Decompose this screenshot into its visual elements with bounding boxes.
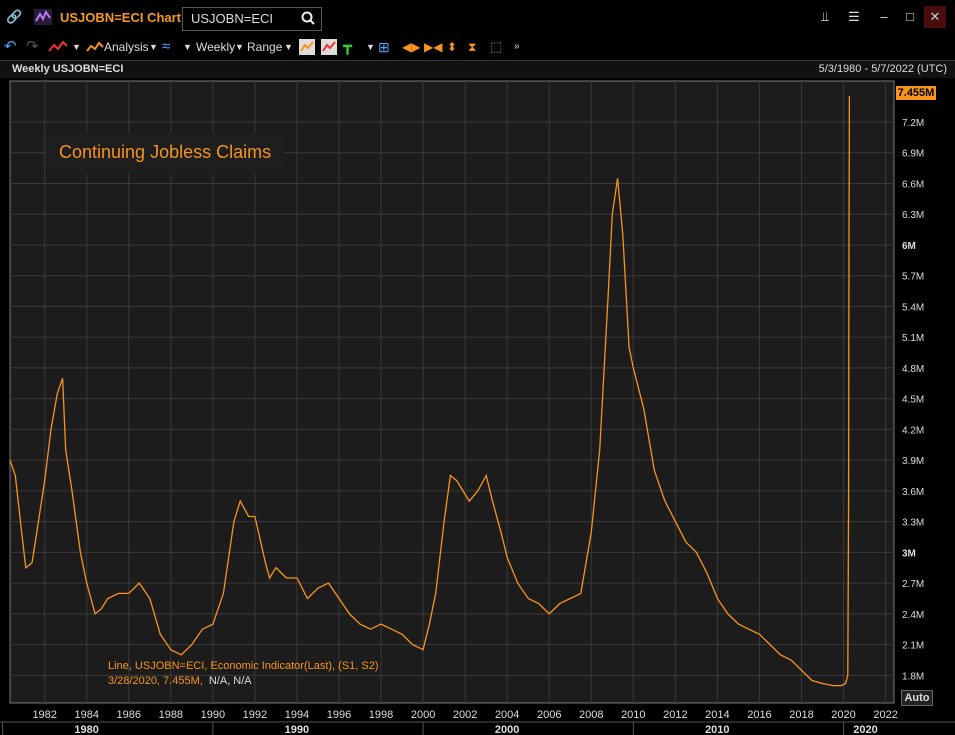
x-tick-label: 1996 [327,709,351,721]
maximize-icon[interactable]: □ [906,9,914,24]
y-tick-label: 4.8M [902,364,924,375]
chart-instrument-label: Weekly USJOBN=ECI [12,63,124,75]
decade-label: 1980 [74,724,98,735]
zoom-in-icon[interactable]: ⊞ [378,39,390,55]
chart-area[interactable]: 1.8M 2.1M 2.4M 2.7M 3M 3.3M 3.6M 3.9M 4.2M 4.5M 4.… [0,78,955,735]
decade-label: 2010 [705,724,729,735]
menu-icon[interactable]: ☰ [848,9,860,24]
y-tick-label: 3.6M [902,487,924,498]
x-tick-label: 2016 [747,709,771,721]
search-value[interactable]: USJOBN=ECI [191,11,273,26]
y-tick-label: 6M [902,241,916,252]
period-button[interactable]: Weekly [196,40,236,54]
y-tick-label: 6.9M [902,149,924,160]
search-icon[interactable] [301,11,315,25]
x-tick-label: 1982 [32,709,56,721]
x-tick-label: 2002 [453,709,477,721]
x-tick-label: 2006 [537,709,561,721]
last-value-tag: 7.455M [896,86,936,100]
close-icon[interactable]: ✕ [924,6,946,28]
y-tick-label: 3M [902,548,916,559]
y-tick-label: 3.3M [902,518,924,529]
title-box [46,132,284,174]
y-tick-label: 5.4M [902,302,924,313]
y-tick-label: 2.1M [902,641,924,652]
x-tick-label: 2020 [831,709,855,721]
window-title: USJOBN=ECI Chart [60,10,181,25]
hierarchy-icon[interactable]: ⫫ [821,9,829,24]
x-tick-label: 2014 [705,709,729,721]
x-tick-label: 2022 [873,709,897,721]
y-axis: 1.8M 2.1M 2.4M 2.7M 3M 3.3M 3.6M 3.9M 4.2M 4.5M 4.… [902,118,924,682]
x-tick-label: 2008 [579,709,603,721]
legend-value-date: 3/28/2020, 7.455M, [108,675,203,687]
y-tick-label: 4.5M [902,395,924,406]
y-tick-label: 7.2M [902,118,924,129]
minimize-icon[interactable]: – [880,9,888,24]
crosshair-icon[interactable]: ┳ [343,38,353,55]
gridlines [10,81,894,703]
legend-values: 3/28/2020, 7.455M, N/A, N/A [108,675,252,687]
legend-text: Line, USJOBN=ECI, Economic Indicator(Las… [108,660,379,672]
x-tick-label: 2012 [663,709,687,721]
period-dropdown-icon[interactable]: ▼ [235,42,244,52]
wave-dropdown-icon[interactable]: ▼ [183,42,192,52]
y-tick-label: 4.2M [902,425,924,436]
y-tick-label: 1.8M [902,671,924,682]
decade-label: 1990 [285,724,309,735]
analysis-dropdown-icon[interactable]: ▼ [149,42,158,52]
analysis-button[interactable]: Analysis [104,40,149,54]
x-tick-label: 2004 [495,709,519,721]
title-bar: 🔗 USJOBN=ECI Chart USJOBN=ECI ⫫ ☰ – □ ✕ [0,0,955,37]
line-chart-icon[interactable] [48,38,68,56]
y-tick-label: 6.6M [902,179,924,190]
x-tick-label: 1988 [159,709,183,721]
compress-horizontal-icon[interactable]: ▶◀ [424,40,443,54]
plot-area [9,80,895,704]
chart-app-icon [34,9,52,25]
y-tick-label: 5.1M [902,333,924,344]
scroll-horizontal-icon[interactable]: ◀▶ [402,40,421,54]
chart-date-range: 5/3/1980 - 5/7/2022 (UTC) [818,63,947,75]
x-tick-label: 2018 [789,709,813,721]
range-dropdown-icon[interactable]: ▼ [284,42,293,52]
range-button[interactable]: Range [247,40,283,54]
x-tick-label: 1990 [201,709,225,721]
wave-icon[interactable]: ≈ [162,38,171,55]
y-tick-label: 2.4M [902,610,924,621]
analysis-icon[interactable] [86,38,104,56]
x-tick-label: 1994 [285,709,309,721]
x-tick-label: 1998 [369,709,393,721]
auto-scale-button[interactable]: Auto [901,690,933,706]
y-tick-label: 3.9M [902,456,924,467]
more-tools-icon[interactable]: » [514,41,520,52]
legend-value-na: N/A, N/A [209,675,252,687]
y-tick-label: 6.3M [902,210,924,221]
select-region-icon[interactable]: ⬚ [490,39,503,54]
chart-compare-icon[interactable] [321,38,337,56]
compress-vertical-icon[interactable]: ⧗ [468,40,477,54]
chart-style-icon[interactable] [299,38,315,56]
toolbar: ↶ ↷ ▼ Analysis ▼ ≈ ▼ Weekly ▼ Range ▼ ┳ … [0,36,955,58]
x-tick-label: 1986 [117,709,141,721]
decade-label: 2000 [495,724,519,735]
y-tick-label: 5.7M [902,272,924,283]
scroll-vertical-icon[interactable]: ⬍ [447,40,458,54]
decade-label: 2020 [853,724,877,735]
chart-title: Continuing Jobless Claims [59,142,271,162]
chart-type-dropdown-icon[interactable]: ▼ [72,42,81,52]
x-tick-label: 2000 [411,709,435,721]
x-tick-label: 1992 [243,709,267,721]
y-tick-label: 2.7M [902,579,924,590]
x-tick-label: 1984 [74,709,98,721]
x-tick-label: 2010 [621,709,645,721]
redo-icon[interactable]: ↷ [26,38,39,55]
link-icon[interactable]: 🔗 [6,9,23,24]
x-axis: 1982 1984 1986 1988 1990 1992 1994 1996 1998 2000… [0,709,955,735]
chart-header: Weekly USJOBN=ECI 5/3/1980 - 5/7/2022 (U… [0,60,955,80]
series-line [9,95,851,687]
undo-icon[interactable]: ↶ [4,38,17,55]
search-input[interactable]: USJOBN=ECI [182,7,322,31]
crosshair-dropdown-icon[interactable]: ▼ [366,42,375,52]
